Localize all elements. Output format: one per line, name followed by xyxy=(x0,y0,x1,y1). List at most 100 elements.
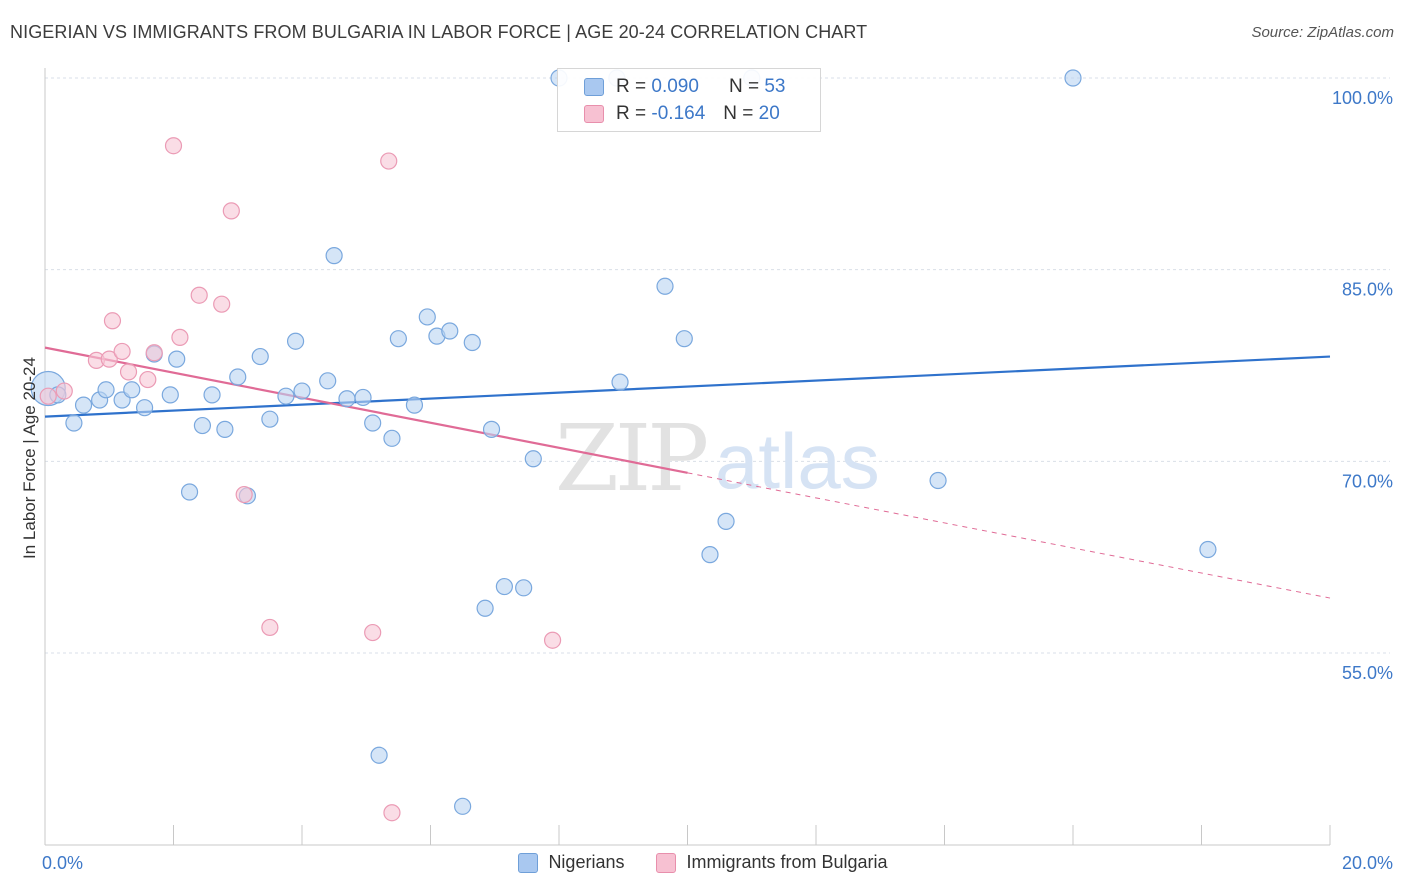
nigerians-point-34 xyxy=(441,322,459,340)
nigerians-point-19 xyxy=(261,410,279,428)
legend-item-bulgaria[interactable]: Immigrants from Bulgaria xyxy=(656,852,888,873)
y-tick-label-2: 70.0% xyxy=(1342,471,1393,491)
nigerians-point-12 xyxy=(180,483,199,501)
nigerians-point-18 xyxy=(251,347,269,366)
n-value-nigerians: 53 xyxy=(764,76,786,97)
nigerians-point-51 xyxy=(1064,69,1082,87)
legend-row-nigerians: R = 0.090 N = 53 xyxy=(584,74,785,100)
nigerians-point-22 xyxy=(293,382,311,400)
nigerians-point-23 xyxy=(319,372,337,390)
nigerians-point-35 xyxy=(454,797,472,815)
bulgaria-point-8 xyxy=(145,344,163,362)
nigerians-point-41 xyxy=(524,450,542,468)
legend-row-bulgaria: R = -0.164 N = 20 xyxy=(584,101,780,127)
y-tick-label-1: 85.0% xyxy=(1342,280,1393,300)
n-value-bulgaria: 20 xyxy=(758,103,780,124)
bulgaria-point-4 xyxy=(103,312,122,330)
nigerians-point-15 xyxy=(216,420,234,438)
nigerians-point-36 xyxy=(463,333,481,352)
bulgaria-point-6 xyxy=(119,363,138,381)
nigerians-point-45 xyxy=(656,277,674,295)
legend-swatch-bulgaria xyxy=(584,105,604,123)
legend-label-nigerians: Nigerians xyxy=(548,852,625,872)
n-label: N = xyxy=(723,103,754,124)
legend-item-nigerians[interactable]: Nigerians xyxy=(518,852,624,873)
nigerians-point-46 xyxy=(675,330,693,348)
trendlines xyxy=(44,346,1331,599)
bulgaria-point-14 xyxy=(235,485,253,504)
chart-title: NIGERIAN VS IMMIGRANTS FROM BULGARIA IN … xyxy=(10,22,868,42)
legend-swatch-nigerians xyxy=(584,78,604,96)
nigerians-point-39 xyxy=(495,577,513,596)
x-tick-label-1: 20.0% xyxy=(1342,853,1393,873)
bulgaria-trendline-solid xyxy=(44,346,688,474)
bulgaria-point-12 xyxy=(213,295,231,313)
y-axis-label: In Labor Force | Age 20-24 xyxy=(20,357,39,559)
bulgaria-point-19 xyxy=(543,631,562,649)
watermark: ZIP atlas xyxy=(555,405,880,512)
nigerians-point-14 xyxy=(203,386,221,404)
tick-labels: 100.0% 85.0% 70.0% 55.0% 0.0% 20.0% xyxy=(42,88,1393,873)
y-tick-label-0: 100.0% xyxy=(1332,88,1393,108)
legend-label-bulgaria: Immigrants from Bulgaria xyxy=(686,852,888,872)
bulgaria-point-9 xyxy=(164,137,183,155)
nigerians-point-25 xyxy=(338,390,356,408)
n-label: N = xyxy=(728,76,760,97)
bulgaria-point-16 xyxy=(364,623,382,642)
series-legend: Nigerians Immigrants from Bulgaria xyxy=(0,852,1406,873)
r-label: R = xyxy=(616,76,647,97)
nigerians-point-27 xyxy=(364,414,382,432)
legend-swatch-nigerians xyxy=(518,852,539,873)
y-tick-label-3: 55.0% xyxy=(1342,663,1393,683)
nigerians-point-37 xyxy=(476,599,494,617)
bulgaria-point-3 xyxy=(100,350,118,368)
nigerians-point-32 xyxy=(418,308,436,326)
bulgaria-point-7 xyxy=(139,370,157,389)
nigerians-trendline xyxy=(44,355,1331,418)
nigerians-point-24 xyxy=(325,247,343,265)
nigerians-point-2 xyxy=(65,414,83,432)
bulgaria-point-18 xyxy=(383,804,401,822)
axes xyxy=(44,68,1331,846)
nigerians-point-26 xyxy=(354,388,372,407)
bulgaria-point-15 xyxy=(261,618,279,637)
nigerians-point-3 xyxy=(74,396,93,414)
nigerians-point-47 xyxy=(701,546,719,564)
nigerians-point-11 xyxy=(168,350,186,368)
bulgaria-point-13 xyxy=(222,202,240,220)
bulgaria-point-11 xyxy=(190,286,208,304)
r-value-nigerians: 0.090 xyxy=(651,76,699,97)
nigerians-point-31 xyxy=(405,396,424,414)
nigerians-point-52 xyxy=(1199,540,1217,559)
bulgaria-point-17 xyxy=(380,152,398,170)
nigerians-point-21 xyxy=(286,332,305,350)
nigerians-point-10 xyxy=(161,386,179,404)
watermark-zip: ZIP xyxy=(555,405,706,512)
bulgaria-point-0 xyxy=(39,387,57,405)
nigerians-point-17 xyxy=(229,368,247,386)
bulgaria-point-1 xyxy=(55,382,73,400)
nigerians-point-40 xyxy=(515,579,533,597)
nigerians-point-38 xyxy=(482,420,501,438)
r-label: R = xyxy=(616,103,647,124)
nigerians-point-7 xyxy=(123,381,141,399)
watermark-atlas: atlas xyxy=(715,417,880,505)
nigerians-point-50 xyxy=(929,471,947,490)
bulgaria-point-5 xyxy=(113,342,131,361)
nigerians-point-28 xyxy=(370,746,388,764)
nigerians-point-8 xyxy=(135,399,154,417)
x-tick-label-0: 0.0% xyxy=(42,853,83,873)
r-value-bulgaria: -0.164 xyxy=(651,103,706,124)
gridlines xyxy=(45,77,1390,654)
nigerians-point-30 xyxy=(389,330,407,348)
nigerians-point-48 xyxy=(717,512,735,530)
nigerians-point-29 xyxy=(383,429,401,447)
correlation-legend: R = 0.090 N = 53 R = -0.164 N = 20 xyxy=(557,68,821,132)
bulgaria-trendline-dashed xyxy=(687,472,1331,599)
legend-swatch-bulgaria xyxy=(656,852,677,873)
nigerians-point-5 xyxy=(97,381,115,399)
nigerians-point-13 xyxy=(193,416,212,435)
nigerians-point-44 xyxy=(611,373,629,391)
bulgaria-point-10 xyxy=(171,328,189,346)
